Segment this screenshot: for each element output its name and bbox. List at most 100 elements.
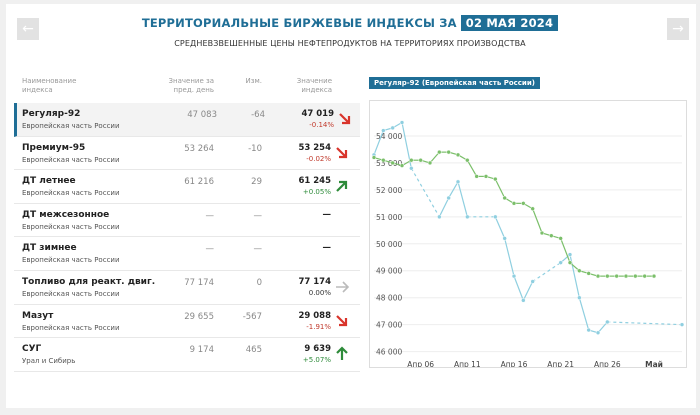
series-2-point (586, 271, 591, 276)
series-2-segment (466, 159, 478, 177)
index-value: 77 174 (298, 276, 331, 287)
index-region: Европейская часть России (22, 222, 120, 231)
next-day-button[interactable]: → (667, 18, 689, 40)
series-1-point (437, 214, 442, 220)
arrow-up-right-icon (334, 178, 350, 194)
percent-change: -0.14% (309, 121, 334, 129)
y-tick-label: 48 000 (376, 294, 402, 303)
page-title-text: ТЕРРИТОРИАЛЬНЫЕ БИРЖЕВЫЕ ИНДЕКСЫ ЗА (141, 16, 457, 30)
index-value: 53 254 (298, 142, 331, 153)
series-2-point (539, 230, 545, 236)
table-row[interactable]: ДТ летнее Европейская часть России 61 216 2… (14, 170, 360, 204)
index-name: Премиум-95 (22, 142, 86, 153)
y-tick-label: 53 000 (376, 159, 402, 168)
index-region: Европейская часть России (22, 122, 120, 130)
change-value: 465 (245, 345, 262, 356)
y-tick-label: 50 000 (376, 240, 402, 249)
series-2-point (418, 157, 423, 163)
arrow-down-right-icon (334, 145, 350, 161)
series-1-point (586, 327, 591, 333)
series-2-point (605, 273, 610, 279)
series-1-point (558, 260, 563, 265)
series-2-point (577, 268, 582, 273)
page-title: ТЕРРИТОРИАЛЬНЫЕ БИРЖЕВЫЕ ИНДЕКСЫ ЗА 02 МА… (0, 15, 700, 31)
series-2-point (511, 201, 517, 206)
prev-value: 29 655 (184, 311, 214, 322)
change-value: — (253, 210, 263, 221)
table-row[interactable]: СУГ Урал и Сибирь 9 174 465 9 639 +5.07% (14, 338, 360, 372)
x-tick-label: Апр 26 (594, 360, 621, 367)
series-2-point (595, 273, 601, 279)
index-region: Европейская часть России (22, 189, 120, 198)
x-tick-label: Апр 16 (501, 360, 528, 367)
percent-change: +0.05% (302, 188, 331, 197)
series-2-point (549, 233, 554, 238)
series-2-point (465, 157, 470, 163)
index-region: Европейская часть России (22, 256, 120, 265)
series-1-point (511, 273, 517, 279)
series-1-point (521, 298, 526, 303)
series-1-segment (607, 321, 683, 326)
series-2-point (623, 273, 629, 279)
series-1-segment (438, 197, 450, 218)
series-2-point (493, 176, 498, 182)
table-row[interactable]: ДТ зимнее Европейская часть России — — — (14, 237, 360, 271)
percent-change: +5.07% (302, 356, 331, 365)
series-2-point (530, 206, 535, 211)
series-1-segment (532, 262, 562, 283)
y-tick-label: 47 000 (376, 321, 402, 330)
series-1-segment (597, 321, 608, 334)
series-2-point (502, 195, 507, 201)
arrow-right-icon (334, 279, 350, 295)
index-name: Регуляр-92 (22, 109, 81, 119)
percent-change: -0.02% (306, 154, 331, 163)
x-tick-label: Апр 11 (454, 360, 481, 367)
series-2-point (390, 160, 395, 166)
series-1-point (595, 330, 601, 335)
series-1-point (390, 125, 395, 131)
series-2-point (381, 157, 386, 163)
series-2-point (614, 273, 619, 279)
series-1-point (493, 214, 498, 220)
table-row[interactable]: Топливо для реакт. двиг. Европейская част… (14, 271, 360, 305)
series-1-point (679, 322, 685, 327)
series-2-point (474, 174, 479, 179)
series-1-point (577, 295, 582, 300)
price-chart[interactable]: 46 000 47 000 48 000 49 000 50 000 51 000 52 0… (370, 101, 686, 369)
series-1-segment (578, 297, 590, 331)
series-1-segment (513, 275, 524, 301)
index-region: Европейская часть России (22, 155, 120, 164)
change-value: — (253, 244, 263, 255)
index-value: 29 088 (298, 310, 331, 321)
index-region: Европейская часть России (22, 289, 120, 298)
prev-value: 47 083 (187, 110, 217, 120)
index-value: 9 639 (304, 344, 331, 355)
chart-panel: 46 000 47 000 48 000 49 000 50 000 51 000 52 0… (369, 100, 687, 369)
series-1-segment (504, 238, 515, 277)
col-header-change: Изм. (235, 77, 262, 86)
table-row[interactable]: Регуляр-92 Европейская часть России 47 083… (14, 103, 360, 137)
series-2-segment (560, 238, 571, 263)
series-1-point (567, 252, 573, 257)
chart-title: Регуляр-92 (Европейская часть России) (369, 77, 540, 89)
table-row[interactable]: Премиум-95 Европейская часть России 53 264… (14, 137, 360, 171)
table-row[interactable]: ДТ межсезонное Европейская часть России — —… (14, 204, 360, 238)
series-1-segment (457, 181, 468, 217)
index-name: СУГ (22, 344, 42, 355)
series-2-segment (494, 178, 506, 199)
index-region: Европейская часть России (22, 323, 120, 332)
arrow-left-icon: ← (22, 21, 34, 37)
y-tick-label: 51 000 (376, 213, 402, 222)
y-tick-label: 49 000 (376, 267, 402, 276)
index-table: Регуляр-92 Европейская часть России 47 083… (14, 103, 360, 372)
col-header-value: Значение индекса (290, 77, 332, 95)
prev-day-button[interactable]: ← (17, 18, 39, 40)
table-row[interactable]: Мазут Европейская часть России 29 655 -567 2… (14, 305, 360, 339)
y-tick-label: 54 000 (376, 132, 402, 141)
page-panel (6, 4, 696, 408)
series-2-point (483, 174, 489, 179)
date-badge[interactable]: 02 МАЯ 2024 (460, 15, 559, 31)
series-1-segment (448, 181, 459, 199)
series-1-segment (494, 216, 506, 239)
series-2-point (446, 149, 451, 155)
